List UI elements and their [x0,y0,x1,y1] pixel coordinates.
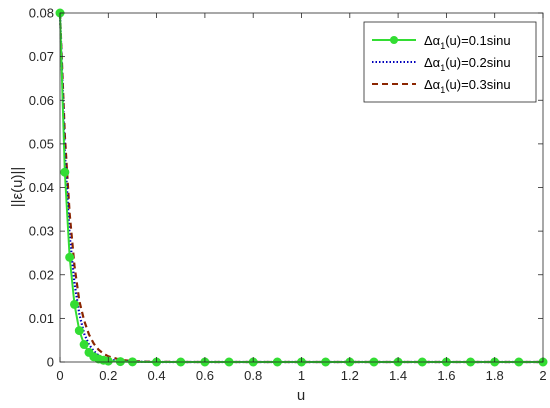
legend-label-subscript: 1 [440,41,445,51]
x-tick-label: 1.6 [437,368,455,383]
x-tick-label: 1.2 [341,368,359,383]
x-tick-label: 0.6 [196,368,214,383]
legend-label-main: Δα [424,55,441,70]
x-tick-label: 0.4 [148,368,166,383]
y-tick-label: 0.08 [29,6,54,21]
y-tick-label: 0.04 [29,180,54,195]
legend-label-rest: (u)=0.3sinu [445,77,510,92]
series-1-point [60,167,70,177]
x-tick-label: 2 [539,368,546,383]
series-1-point [115,357,125,367]
x-axis-title: u [297,387,305,404]
legend-label-2: Δα1(u)=0.2sinu [424,55,511,73]
x-tick-label: 1.8 [486,368,504,383]
x-tick-label: 0.2 [99,368,117,383]
y-tick-label: 0.01 [29,311,54,326]
legend-marker [390,36,398,44]
legend-label-subscript: 1 [440,85,445,95]
x-axis-ticks: 0 0.2 0.4 0.6 0.8 1 1.2 1.4 1.6 1.8 2 [56,13,547,383]
series-1-point [69,299,79,309]
legend-label-subscript: 1 [440,63,445,73]
series-1-point [79,340,89,350]
legend-label-main: Δα [424,33,441,48]
series-1-point [74,326,84,336]
legend-label-main: Δα [424,77,441,92]
legend-label-rest: (u)=0.2sinu [445,55,510,70]
x-tick-label: 1.4 [389,368,407,383]
series-1-point [65,252,75,262]
legend-label-1: Δα1(u)=0.1sinu [424,33,511,51]
y-tick-label: 0.06 [29,93,54,108]
y-axis-ticks: 0 0.01 0.02 0.03 0.04 0.05 0.06 0.07 0.08 [29,6,543,370]
legend-label-rest: (u)=0.1sinu [445,33,510,48]
x-tick-label: 0.8 [244,368,262,383]
y-tick-label: 0.03 [29,224,54,239]
y-tick-label: 0.02 [29,267,54,282]
legend-label-3: Δα1(u)=0.3sinu [424,77,511,95]
legend-box [363,21,537,103]
legend: Δα1(u)=0.1sinuΔα1(u)=0.2sinuΔα1(u)=0.3si… [363,21,537,103]
x-tick-label: 1 [298,368,305,383]
y-axis-title: ||ε(u)|| [9,167,26,208]
series-line-2 [58,12,543,364]
x-tick-label: 0 [56,368,63,383]
y-tick-label: 0.07 [29,49,54,64]
y-tick-label: 0 [47,355,54,370]
y-tick-label: 0.05 [29,136,54,151]
